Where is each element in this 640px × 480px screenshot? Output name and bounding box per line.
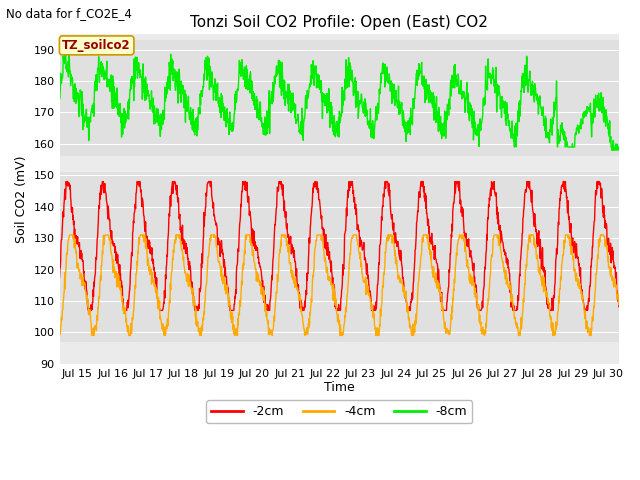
X-axis label: Time: Time [324, 382, 355, 395]
Title: Tonzi Soil CO2 Profile: Open (East) CO2: Tonzi Soil CO2 Profile: Open (East) CO2 [190, 15, 488, 30]
Bar [60, 172, 619, 342]
Legend: -2cm, -4cm, -8cm: -2cm, -4cm, -8cm [206, 400, 472, 423]
Y-axis label: Soil CO2 (mV): Soil CO2 (mV) [15, 155, 28, 242]
Text: TZ_soilco2: TZ_soilco2 [62, 39, 131, 52]
Text: No data for f_CO2E_4: No data for f_CO2E_4 [6, 7, 132, 20]
Bar [60, 40, 619, 156]
